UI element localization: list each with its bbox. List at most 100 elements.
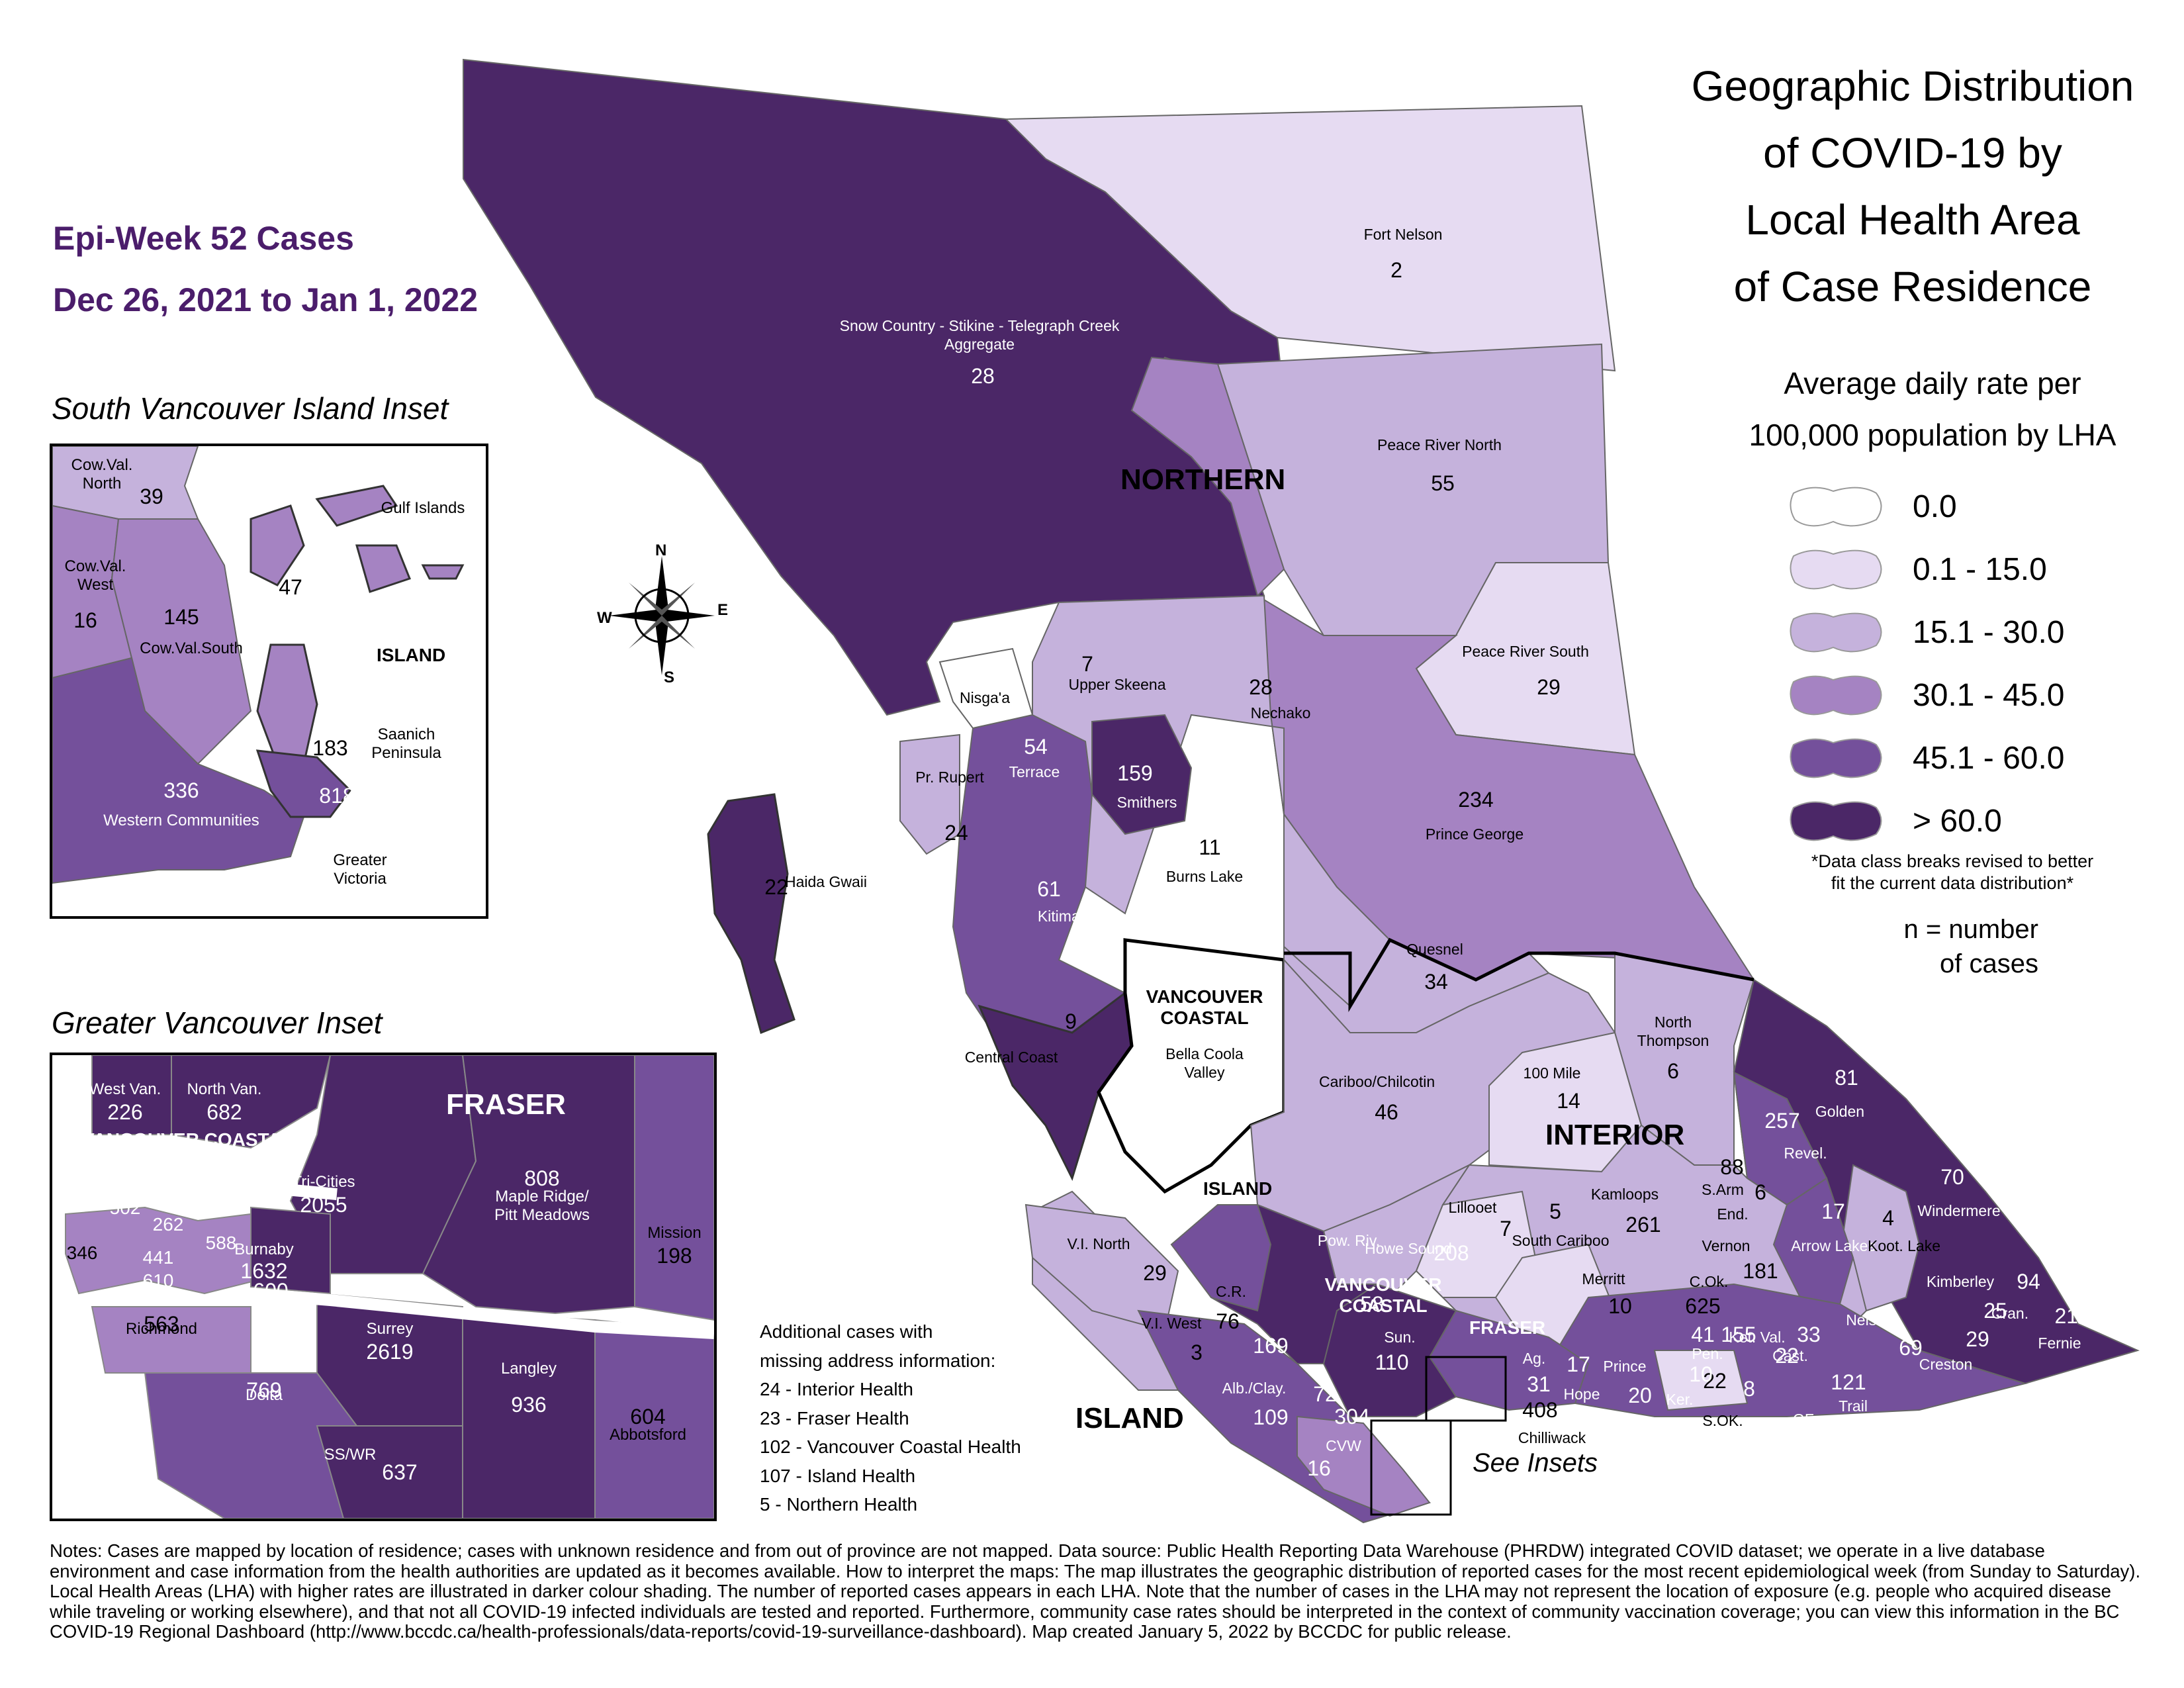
gv-area-name: Tri-Cities xyxy=(292,1173,355,1191)
lha-case-count: 25 xyxy=(1983,1299,2007,1323)
gv-region-fraser: FRASER xyxy=(446,1088,566,1121)
lha-name: CVW xyxy=(1326,1437,1361,1454)
legend-label: 0.0 xyxy=(1913,489,1957,524)
lha-name: End. xyxy=(1717,1205,1749,1223)
lha-name: Pr. Rupert xyxy=(915,769,984,786)
lha-name: V.I. North xyxy=(1067,1235,1130,1252)
lha-name: Nechako xyxy=(1250,704,1311,722)
missing-item: 102 - Vancouver Coastal Health xyxy=(760,1436,1021,1457)
gv-area-case-count: 226 xyxy=(107,1100,143,1124)
lha-case-count: 408 xyxy=(1522,1398,1558,1422)
lha-case-count: 22 xyxy=(1703,1369,1727,1393)
lha-case-count: 55 xyxy=(1431,471,1455,495)
lha-case-count: 34 xyxy=(1424,970,1448,994)
lha-name: Kimberley xyxy=(1926,1273,1995,1290)
lha-name: Chilliwack xyxy=(1518,1429,1586,1446)
svi-cvs-label: Cow.Val.South xyxy=(140,639,243,657)
lha-case-count: 9 xyxy=(1065,1009,1077,1033)
svi-cvs-shape xyxy=(111,518,252,765)
legend-swatch xyxy=(1790,801,1882,841)
lha-name: Alb./Clay. xyxy=(1222,1380,1287,1397)
lha-name: Nisga'a xyxy=(960,689,1010,706)
svi-cvw-n: 16 xyxy=(73,608,97,632)
lha-name: Peace River North xyxy=(1377,436,1502,453)
svi-region-island: ISLAND xyxy=(377,645,446,665)
missing-item: 107 - Island Health xyxy=(760,1465,916,1486)
lha-name: Bella Coola Valley xyxy=(1165,1045,1244,1081)
lha-name: Upper Skeena xyxy=(1068,676,1166,693)
lha-case-count: 7 xyxy=(1500,1217,1512,1241)
gv-area-case-count: 769 xyxy=(246,1378,282,1402)
lha-name: Golden xyxy=(1815,1103,1865,1120)
lha-case-count: 46 xyxy=(1375,1100,1398,1124)
lha-cvw-shape xyxy=(1297,1415,1431,1517)
legend-label: 15.1 - 30.0 xyxy=(1913,614,2065,650)
lha-case-count: 169 xyxy=(1253,1334,1289,1358)
region-interior: INTERIOR xyxy=(1545,1119,1685,1151)
gv-area-case-count: 2619 xyxy=(366,1340,414,1364)
lha-prupert-shape xyxy=(899,733,960,855)
legend-item: > 60.0 xyxy=(1787,798,2002,844)
lha-name: C.Ok. xyxy=(1689,1273,1729,1290)
lha-name: Howe Sound xyxy=(1365,1240,1452,1257)
gv-inset-map xyxy=(52,1055,714,1519)
region-vcs-line-2: COASTAL xyxy=(1339,1295,1428,1316)
gv-delta-shape xyxy=(144,1372,358,1519)
lha-case-count: 155 xyxy=(1721,1323,1756,1346)
lha-name: Revel. xyxy=(1784,1145,1827,1162)
legend-item: 0.0 xyxy=(1787,483,1957,530)
lha-case-count: 10 xyxy=(1689,1362,1713,1386)
lha-name: Ker. xyxy=(1666,1391,1694,1408)
n-note-line-1: n = number xyxy=(1903,915,2038,944)
gv-vc-shape xyxy=(65,1206,259,1295)
gv-area-name: West Van. xyxy=(89,1080,161,1098)
region-island: ISLAND xyxy=(1075,1402,1184,1434)
lha-case-count: 31 xyxy=(1527,1372,1551,1396)
map-title-line-2: of COVID-19 by xyxy=(1763,129,2062,177)
lha-name: Kitimat xyxy=(1037,908,1085,925)
lha-case-count: 3 xyxy=(1191,1340,1203,1364)
map-title: Geographic Distribution of COVID-19 by L… xyxy=(1641,53,2184,320)
gv-inlet xyxy=(52,1168,338,1200)
gv-area-case-count: 2055 xyxy=(300,1193,347,1217)
legend-label: 30.1 - 45.0 xyxy=(1913,677,2065,713)
gv-inset: FRASER VANCOUVER COASTAL West Van. 226 Nor… xyxy=(50,1053,717,1521)
lha-case-count: 211 xyxy=(2054,1304,2089,1328)
lha-case-count: 22 xyxy=(764,875,788,899)
lha-name: Fort Nelson xyxy=(1363,226,1443,243)
gv-area-case-count: 600 xyxy=(253,1279,289,1303)
svi-cvn-label: Cow.Val. North xyxy=(52,456,152,493)
lha-name: Sun. xyxy=(1384,1329,1416,1346)
gv-area-case-count: 682 xyxy=(206,1100,242,1124)
lha-case-count: 16 xyxy=(1307,1456,1331,1480)
gv-area-name: Mission xyxy=(647,1224,702,1242)
lha-case-count: 181 xyxy=(1743,1259,1778,1283)
lha-case-count: 7 xyxy=(1081,652,1093,676)
lha-case-count: 4 xyxy=(1882,1206,1894,1230)
lha-case-count: 28 xyxy=(971,364,995,388)
lha-case-count: 29 xyxy=(1143,1261,1167,1285)
lha-nisgaa-shape xyxy=(938,647,1034,729)
region-northern: NORTHERN xyxy=(1120,463,1286,496)
lha-case-count: 17 xyxy=(1821,1199,1845,1223)
lha-sok-shape xyxy=(1653,1350,1749,1411)
lha-name: V.I. West xyxy=(1141,1315,1202,1332)
legend-title-line-2: 100,000 population by LHA xyxy=(1749,418,2116,452)
lha-case-count: 2 xyxy=(1390,258,1402,282)
compass-e: E xyxy=(717,601,729,619)
lha-name: Peace River South xyxy=(1462,643,1589,660)
missing-title-1: Additional cases with xyxy=(760,1321,933,1342)
legend-swatch xyxy=(1790,612,1882,653)
lha-case-count: 6 xyxy=(1754,1180,1766,1204)
lha-name: Windermere xyxy=(1917,1202,2001,1219)
lha-name: Burns Lake xyxy=(1165,868,1244,885)
lha-case-count: 72 xyxy=(1313,1382,1337,1406)
ha-boundary-ni xyxy=(1284,937,1754,1013)
legend-item: 0.1 - 15.0 xyxy=(1787,546,2047,592)
legend-swatch xyxy=(1790,675,1882,716)
lha-case-count: 28 xyxy=(1249,675,1273,699)
svi-gulf3-shape xyxy=(355,544,411,593)
compass-s: S xyxy=(664,669,675,686)
svi-inset-map xyxy=(52,446,465,884)
gv-burnaby-shape xyxy=(250,1206,331,1295)
